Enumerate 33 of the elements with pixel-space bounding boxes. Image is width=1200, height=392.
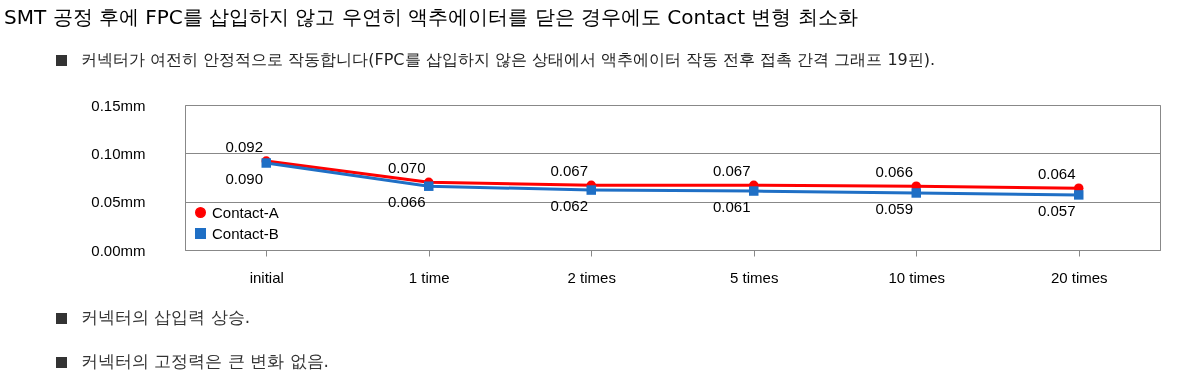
y-tick-label: 0.10mm [91,144,146,162]
data-label: 0.061 [712,198,751,216]
data-label: 0.070 [387,159,426,177]
x-tick-label: 5 times [730,268,779,286]
y-tick-label: 0.00mm [91,241,146,259]
x-tick-label: 2 times [567,268,616,286]
point [749,186,759,196]
data-label: 0.059 [875,199,914,217]
x-tick-label: initial [249,268,284,286]
data-label: 0.067 [712,162,751,180]
chart-subtitle: 커넥터가 여전히 안정적으로 작동합니다(FPC를 삽입하지 않은 상태에서 액추에이터 작동 전후 접촉 간격 그래프 19핀). [80,50,936,71]
data-label: 0.057 [1037,201,1076,219]
x-tick-label: 10 times [888,268,946,286]
point [424,181,434,191]
point [1074,190,1084,200]
y-tick-label: 0.15mm [91,96,146,114]
point [911,188,921,198]
data-label: 0.067 [550,162,589,180]
x-tick-label: 20 times [1050,268,1108,286]
data-label: 0.062 [550,197,589,215]
data-label: 0.066 [875,163,914,181]
point [586,185,596,195]
legend-label: Contact-B [212,224,279,242]
y-tick-label: 0.05mm [91,193,146,211]
legend-label: Contact-A [212,203,279,221]
data-label: 0.064 [1037,165,1076,183]
x-tick-label: 1 time [408,268,450,286]
data-label: 0.092 [225,138,264,156]
text: 커넥터의 고정력은 큰 변화 없음. [80,350,330,373]
text: 커넥터의 삽입력 상승. [80,306,252,329]
chart-title: SMT 공정 후에 FPC를 삽입하지 않고 우연히 액추에이터를 닫은 경우에도 Contact 변형 최소화 [4,4,858,31]
data-label: 0.090 [225,170,264,187]
data-label: 0.066 [387,193,426,211]
